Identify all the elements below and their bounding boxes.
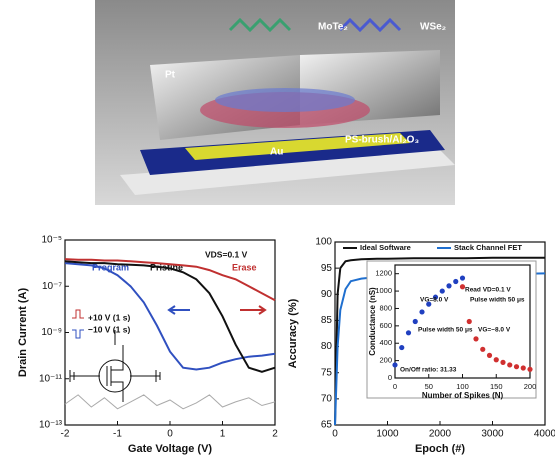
figure: MoTe₂ WSe₂ Pt PS-brush/Al₂O₃ Au -2-10121… bbox=[0, 0, 555, 459]
electrode-label: Au bbox=[270, 147, 283, 158]
y-axis-label: Drain Current (A) bbox=[17, 288, 29, 378]
y-tick-label: 200 bbox=[379, 356, 392, 365]
y-tick-label: 10⁻⁹ bbox=[41, 327, 62, 338]
annotation: −10 V (1 s) bbox=[88, 324, 130, 334]
y-tick-label: 10⁻⁵ bbox=[41, 235, 62, 246]
y-tick-label: 80 bbox=[321, 341, 333, 352]
data-point bbox=[480, 347, 485, 352]
material-label: WSe₂ bbox=[420, 22, 446, 33]
y-tick-label: 75 bbox=[321, 367, 333, 378]
data-point bbox=[473, 336, 478, 341]
x-tick-label: 0 bbox=[332, 429, 338, 440]
x-axis-label: Number of Spikes (N) bbox=[422, 391, 504, 400]
data-point bbox=[413, 319, 418, 324]
y-tick-label: 10⁻¹¹ bbox=[39, 373, 63, 384]
x-tick-label: 0 bbox=[167, 429, 173, 440]
y-tick-label: 100 bbox=[315, 237, 332, 248]
series-label: Erase bbox=[232, 262, 257, 272]
x-tick-label: 4000 bbox=[534, 429, 555, 440]
x-tick-label: 3000 bbox=[481, 429, 504, 440]
data-point bbox=[527, 367, 532, 372]
annotation: Pulse width 50 μs bbox=[470, 297, 525, 304]
x-axis-label: Epoch (#) bbox=[415, 443, 465, 455]
x-tick-label: 1 bbox=[220, 429, 226, 440]
y-tick-label: 10⁻⁷ bbox=[42, 281, 62, 292]
layer-label: PS-brush/Al₂O₃ bbox=[345, 135, 419, 146]
y-tick-label: 10⁻¹³ bbox=[39, 420, 63, 431]
data-point bbox=[419, 309, 424, 314]
device-illustration: MoTe₂ WSe₂ Pt PS-brush/Al₂O₃ Au bbox=[95, 0, 455, 205]
y-tick-label: 65 bbox=[321, 420, 333, 431]
legend-label: Ideal Software bbox=[360, 243, 411, 252]
y-tick-label: 400 bbox=[379, 338, 392, 347]
y-tick-label: 800 bbox=[379, 303, 392, 312]
data-point bbox=[507, 362, 512, 367]
y-tick-label: 600 bbox=[379, 321, 392, 330]
y-tick-label: 95 bbox=[321, 263, 333, 274]
data-point bbox=[494, 357, 499, 362]
data-point bbox=[514, 364, 519, 369]
annotation: Pulse width 50 μs bbox=[418, 327, 473, 334]
legend-label: Stack Channel FET bbox=[454, 243, 522, 252]
data-point bbox=[399, 345, 404, 350]
x-tick-label: 200 bbox=[524, 382, 537, 391]
x-tick-label: -1 bbox=[113, 429, 122, 440]
x-tick-label: 50 bbox=[425, 382, 433, 391]
x-tick-label: 1000 bbox=[376, 429, 399, 440]
y-tick-label: 70 bbox=[321, 393, 333, 404]
y-tick-label: 1000 bbox=[375, 286, 392, 295]
data-point bbox=[392, 362, 397, 367]
y-tick-label: 0 bbox=[388, 373, 392, 382]
x-tick-label: 150 bbox=[490, 382, 503, 391]
x-axis-label: Gate Voltage (V) bbox=[128, 443, 212, 455]
data-point bbox=[467, 319, 472, 324]
x-tick-label: 0 bbox=[393, 382, 397, 391]
data-point bbox=[460, 275, 465, 280]
y-axis-label: Conductance (nS) bbox=[368, 287, 377, 356]
y-tick-label: 85 bbox=[321, 315, 333, 326]
series-line bbox=[65, 395, 275, 409]
annotation: VG=8.0 V bbox=[420, 297, 449, 304]
data-point bbox=[500, 360, 505, 365]
annotation: VDS=0.1 V bbox=[205, 249, 248, 259]
data-point bbox=[521, 365, 526, 370]
data-point bbox=[446, 283, 451, 288]
data-point bbox=[440, 288, 445, 293]
annotation: On/Off ratio: 31.33 bbox=[400, 367, 457, 374]
electrode-label: Pt bbox=[165, 70, 176, 81]
annotation: +10 V (1 s) bbox=[88, 312, 130, 322]
data-point bbox=[406, 330, 411, 335]
x-tick-label: 100 bbox=[456, 382, 469, 391]
y-tick-label: 90 bbox=[321, 289, 333, 300]
x-tick-label: 2 bbox=[272, 429, 278, 440]
annotation: VG=−8.0 V bbox=[478, 327, 511, 334]
y-tick-label: 1200 bbox=[375, 269, 392, 278]
data-point bbox=[487, 353, 492, 358]
annotation: Read VD=0.1 V bbox=[465, 287, 511, 294]
x-tick-label: 2000 bbox=[429, 429, 452, 440]
material-label: MoTe₂ bbox=[318, 22, 348, 33]
data-point bbox=[453, 279, 458, 284]
y-axis-label: Accuracy (%) bbox=[287, 298, 299, 368]
